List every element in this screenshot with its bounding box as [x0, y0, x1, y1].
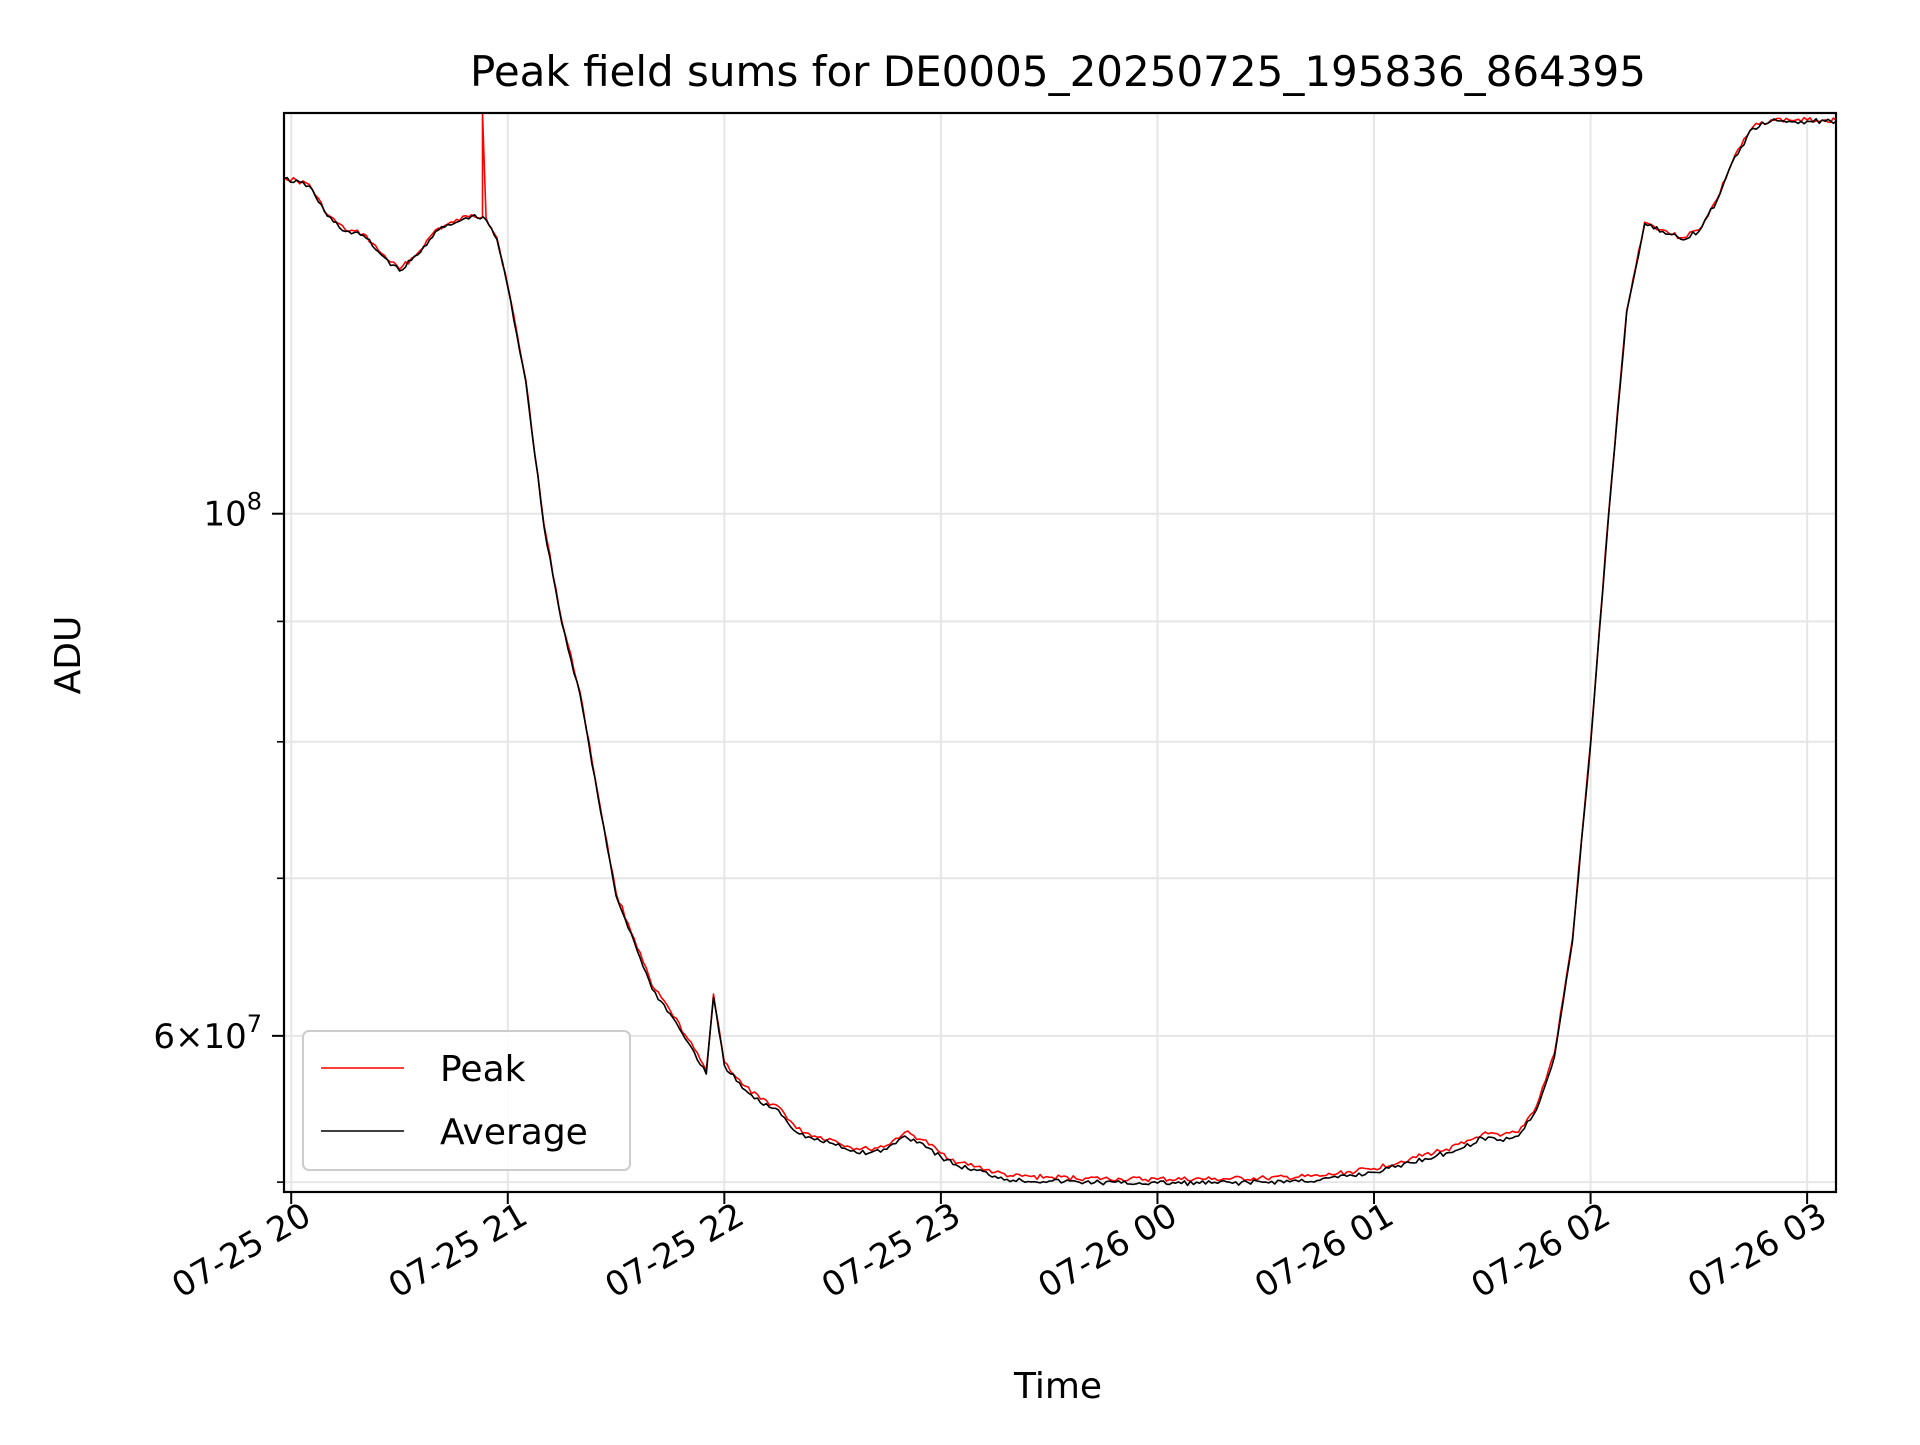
legend-box: [302, 1030, 631, 1171]
y-tick-label: 6×107: [153, 1010, 262, 1057]
series-line-average: [284, 118, 1836, 1187]
plot-frame: [282, 111, 1838, 1194]
legend-label-peak: Peak: [440, 1049, 526, 1090]
series-layer: [284, 113, 1836, 1187]
x-axis-label: Time: [1013, 1366, 1102, 1407]
y-tick-label: 108: [203, 488, 262, 535]
y-axis-label: ADU: [48, 616, 89, 695]
legend-label-average: Average: [440, 1112, 588, 1153]
legend: Peak Average: [302, 1030, 631, 1171]
chart-title: Peak field sums for DE0005_20250725_1958…: [470, 47, 1646, 96]
